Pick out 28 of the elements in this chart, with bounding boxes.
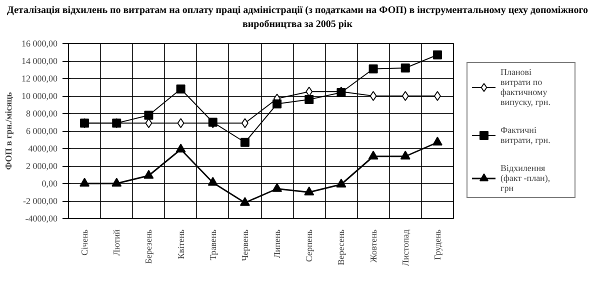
x-tick-label: Травень bbox=[208, 229, 218, 260]
y-tick-label: 10 000,00 bbox=[22, 90, 58, 101]
y-tick-label: 14 000,00 bbox=[22, 56, 58, 66]
x-tick-label: Березень bbox=[144, 229, 154, 264]
x-tick-label: Серпень bbox=[304, 229, 314, 262]
y-tick-label: 4000,00 bbox=[28, 143, 58, 154]
legend-label: Фактичні витрати, грн. bbox=[500, 125, 552, 146]
x-tick-label: Вересень bbox=[336, 229, 346, 265]
x-tick-label: Січень bbox=[80, 229, 90, 256]
y-tick-label: 12 000,00 bbox=[22, 73, 58, 84]
y-tick-label: 0,00 bbox=[42, 178, 58, 188]
legend-label: Відхилення (факт -план), грн bbox=[500, 163, 552, 194]
x-tick-label: Квітень bbox=[176, 229, 186, 259]
y-tick-label: 16 000,00 bbox=[22, 38, 58, 48]
x-tick-label: Лютий bbox=[112, 228, 122, 256]
y-axis-title: ФОП в грн./місяць bbox=[4, 91, 14, 170]
y-tick-label: 8 000,00 bbox=[26, 108, 58, 118]
y-tick-label: 6 000,00 bbox=[26, 126, 58, 136]
x-tick-label: Листопад bbox=[400, 228, 410, 266]
chart-title: Деталізація відхилень по витратам на оплату праці адміністрації (з податками на ФОП) в інструментальному цеху допоміжного виробництва за 2005 рік bbox=[6, 4, 590, 32]
y-tick-label: -2 000,00 bbox=[23, 196, 58, 206]
x-tick-label: Червень bbox=[240, 229, 250, 261]
legend-label: Планові витрати по фактичному випуску, грн. bbox=[500, 67, 552, 108]
y-tick-label: -4000,00 bbox=[25, 213, 58, 224]
x-tick-label: Липень bbox=[272, 229, 282, 258]
x-tick-label: Грудень bbox=[432, 229, 442, 260]
x-tick-label: Жовтень bbox=[368, 229, 378, 262]
y-tick-label: 2 000,00 bbox=[26, 160, 58, 171]
